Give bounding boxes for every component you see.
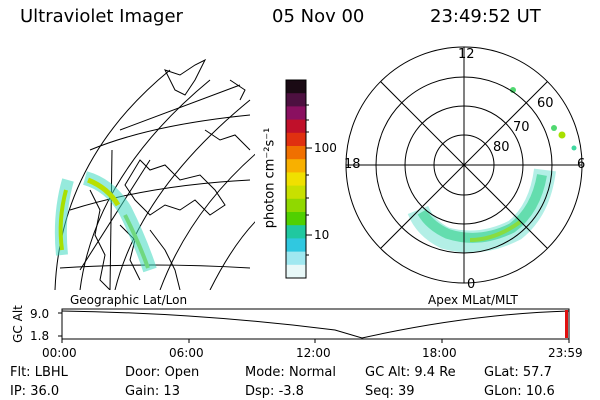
colorbar-unit-label: photon cm⁻²s⁻¹: [262, 127, 278, 229]
colorbar-band: [286, 146, 306, 160]
timeline-axis-label: GC Alt: [11, 305, 25, 343]
timeline-ytick-high: 9.0: [30, 307, 50, 321]
left-map-caption: Geographic Lat/Lon: [70, 293, 188, 307]
status-dsp: Dsp: -3.8: [245, 384, 304, 399]
status-gc-alt: GC Alt: 9.4 Re: [365, 365, 456, 380]
timeline-ytick-low: 1.8: [30, 329, 50, 343]
status-flt: Flt: LBHL: [10, 365, 68, 380]
status-seq: Seq: 39: [365, 384, 415, 399]
auroral-oval-polar: [407, 87, 577, 253]
polar-map: [345, 46, 583, 284]
timeline-xtick-2: 12:00: [296, 346, 331, 360]
timeline-xtick-3: 18:00: [422, 346, 457, 360]
colorbar-band: [286, 212, 306, 226]
date-label: 05 Nov 00: [272, 6, 365, 27]
mlat-label-70: 70: [513, 120, 530, 135]
timeline-xtick-1: 06:00: [169, 346, 204, 360]
colorbar-tick-10: 10: [314, 228, 330, 242]
timeline-xtick-0: 00:00: [42, 346, 77, 360]
status-glat: GLat: 57.7: [484, 365, 552, 380]
mlt-label-12: 12: [458, 47, 475, 62]
colorbar-band: [286, 264, 306, 279]
colorbar-band: [286, 172, 306, 187]
colorbar: [286, 80, 306, 279]
status-glon: GLon: 10.6: [484, 384, 555, 399]
status-mode: Mode: Normal: [245, 365, 336, 380]
right-map-caption: Apex MLat/MLT: [428, 293, 518, 307]
altitude-timeline: [58, 308, 570, 343]
colorbar-band: [286, 198, 306, 213]
colorbar-band: [286, 225, 306, 239]
mlt-label-0: 0: [467, 277, 476, 292]
geographic-map: [54, 58, 255, 290]
status-ip: IP: 36.0: [10, 384, 60, 399]
time-label: 23:49:52 UT: [430, 6, 541, 27]
auroral-oval-geographic: [54, 171, 157, 273]
status-door: Door: Open: [125, 365, 200, 380]
colorbar-band: [286, 251, 306, 266]
current-time-marker: [565, 310, 568, 338]
colorbar-band: [286, 80, 306, 94]
colorbar-band: [286, 159, 306, 173]
colorbar-tick-100: 100: [314, 141, 337, 155]
mlt-label-6: 6: [577, 157, 586, 172]
status-gain: Gain: 13: [125, 384, 180, 399]
colorbar-band: [286, 185, 306, 200]
colorbar-band: [286, 93, 306, 107]
mlt-label-18: 18: [344, 157, 361, 172]
colorbar-band: [286, 106, 306, 121]
mlat-label-80: 80: [493, 140, 510, 155]
instrument-title: Ultraviolet Imager: [20, 6, 183, 27]
mlat-label-60: 60: [537, 96, 554, 111]
colorbar-band: [286, 132, 306, 147]
colorbar-band: [286, 238, 306, 253]
colorbar-band: [286, 119, 306, 134]
timeline-xtick-4: 23:59: [548, 346, 583, 360]
